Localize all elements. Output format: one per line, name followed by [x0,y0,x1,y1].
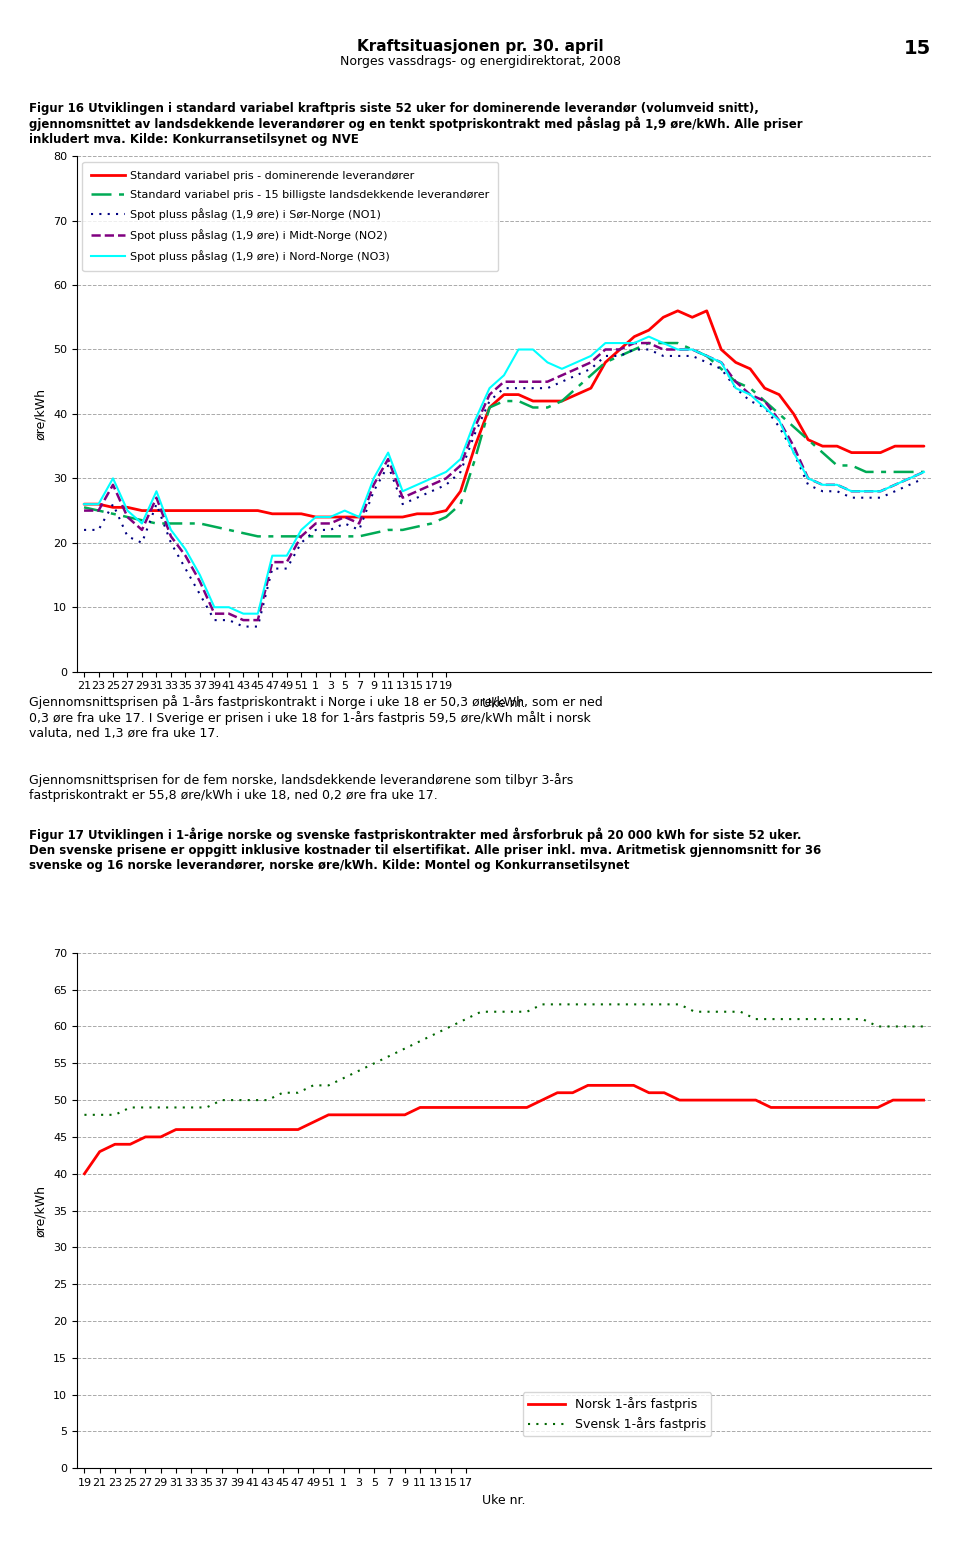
X-axis label: Uke nr.: Uke nr. [482,1493,526,1507]
Text: Norges vassdrags- og energidirektorat, 2008: Norges vassdrags- og energidirektorat, 2… [340,55,620,67]
Text: Kraftsituasjonen pr. 30. april: Kraftsituasjonen pr. 30. april [357,39,603,55]
X-axis label: Uke nr.: Uke nr. [482,697,526,711]
Y-axis label: øre/kWh: øre/kWh [35,1184,47,1237]
Text: Gjennomsnittsprisen for de fem norske, landsdekkende leverandørene som tilbyr 3-: Gjennomsnittsprisen for de fem norske, l… [29,773,573,803]
Text: Figur 16 Utviklingen i standard variabel kraftpris siste 52 uker for dominerende: Figur 16 Utviklingen i standard variabel… [29,102,803,147]
Text: Gjennomsnittsprisen på 1-års fastpriskontrakt i Norge i uke 18 er 50,3 øre/kWh, : Gjennomsnittsprisen på 1-års fastpriskon… [29,695,603,740]
Legend: Standard variabel pris - dominerende leverandører, Standard variabel pris - 15 b: Standard variabel pris - dominerende lev… [83,162,498,270]
Text: Figur 17 Utviklingen i 1-årige norske og svenske fastpriskontrakter med årsforbr: Figur 17 Utviklingen i 1-årige norske og… [29,828,821,873]
Y-axis label: øre/kWh: øre/kWh [35,387,47,440]
Legend: Norsk 1-års fastpris, Svensk 1-års fastpris: Norsk 1-års fastpris, Svensk 1-års fastp… [523,1392,711,1435]
Text: 15: 15 [904,39,931,58]
